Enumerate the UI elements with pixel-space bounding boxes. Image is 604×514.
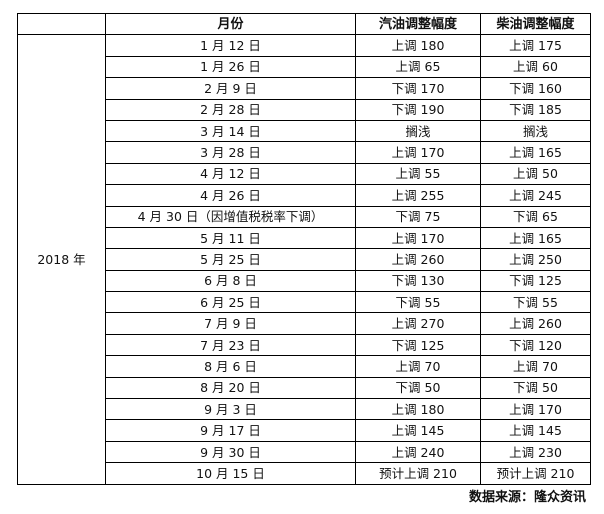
table-row: 4 月 26 日上调 255 上调 245 [18,184,591,207]
date-cell: 9 月 30 日 [105,440,356,464]
date-cell: 8 月 6 日 [105,355,356,378]
date-cell: 1 月 12 日 [105,34,356,57]
date-cell: 4 月 12 日 [105,162,356,186]
table-row: 8 月 20 日下调 50 下调 50 [18,376,591,400]
diesel-cell: 上调 165 [480,141,591,164]
date-cell: 4 月 26 日 [105,184,356,207]
header-gasoline: 汽油调整幅度 [355,12,481,36]
gasoline-cell: 上调 65 [355,55,481,79]
gasoline-cell: 上调 255 [355,184,481,207]
table-row: 6 月 25 日下调 55 下调 55 [18,291,591,314]
diesel-cell: 上调 60 [480,55,591,79]
date-cell: 6 月 8 日 [105,269,356,293]
gasoline-cell: 上调 70 [355,355,481,378]
diesel-cell: 上调 165 [480,226,591,250]
diesel-cell: 上调 170 [480,398,591,421]
table-row: 9 月 30 日上调 240 上调 230 [18,440,591,464]
table-row: 2 月 9 日下调 170 下调 160 [18,77,591,100]
diesel-cell: 上调 145 [480,419,591,442]
date-cell: 1 月 26 日 [105,55,356,79]
date-cell: 9 月 17 日 [105,419,356,442]
header-diesel: 柴油调整幅度 [480,12,591,36]
date-cell: 10 月 15 日 [105,462,356,485]
gasoline-cell: 下调 125 [355,333,481,357]
gasoline-cell: 下调 190 [355,98,481,121]
diesel-cell: 上调 70 [480,355,591,378]
diesel-cell: 上调 245 [480,184,591,207]
gasoline-cell: 预计上调 210 [355,462,481,485]
year-cell: 2018 年 [17,34,106,485]
diesel-cell: 下调 185 [480,98,591,121]
date-cell: 4 月 30 日（因增值税税率下调） [105,205,356,228]
diesel-cell: 上调 250 [480,248,591,271]
gasoline-cell: 下调 55 [355,291,481,314]
diesel-cell: 搁浅 [480,119,591,143]
header-year [17,12,106,36]
gasoline-cell: 上调 270 [355,312,481,335]
date-cell: 6 月 25 日 [105,291,356,314]
date-cell: 8 月 20 日 [105,376,356,400]
date-cell: 5 月 25 日 [105,248,356,271]
gasoline-cell: 下调 75 [355,205,481,228]
gasoline-cell: 上调 170 [355,141,481,164]
diesel-cell: 预计上调 210 [480,462,591,485]
header-month: 月份 [105,12,356,36]
diesel-cell: 下调 65 [480,205,591,228]
diesel-cell: 上调 260 [480,312,591,335]
gasoline-cell: 上调 180 [355,34,481,57]
data-source: 数据来源：隆众资讯 [468,490,586,505]
diesel-cell: 上调 175 [480,34,591,57]
date-cell: 2 月 9 日 [105,77,356,100]
date-cell: 3 月 28 日 [105,141,356,164]
table-row: 3 月 14 日搁浅 搁浅 [18,119,591,143]
date-cell: 5 月 11 日 [105,226,356,250]
table-row: 5 月 11 日上调 170 上调 165 [18,226,591,250]
diesel-cell: 下调 55 [480,291,591,314]
gasoline-cell: 下调 130 [355,269,481,293]
gasoline-cell: 上调 170 [355,226,481,250]
gasoline-cell: 下调 50 [355,376,481,400]
table-row: 4 月 12 日上调 55 上调 50 [18,162,591,186]
table-row: 8 月 6 日上调 70 上调 70 [18,355,591,378]
gasoline-cell: 上调 240 [355,440,481,464]
gasoline-cell: 上调 180 [355,398,481,421]
table-row: 7 月 9 日上调 270 上调 260 [18,312,591,335]
table-row: 9 月 17 日上调 145 上调 145 [18,419,591,442]
date-cell: 9 月 3 日 [105,398,356,421]
gasoline-cell: 下调 170 [355,77,481,100]
diesel-cell: 下调 125 [480,269,591,293]
date-cell: 7 月 9 日 [105,312,356,335]
gasoline-cell: 上调 145 [355,419,481,442]
date-cell: 3 月 14 日 [105,119,356,143]
gasoline-cell: 上调 55 [355,162,481,186]
table-row: 4 月 30 日（因增值税税率下调） 下调 75 下调 65 [18,205,591,228]
diesel-cell: 上调 50 [480,162,591,186]
diesel-cell: 下调 50 [480,376,591,400]
date-cell: 2 月 28 日 [105,98,356,121]
gasoline-cell: 上调 260 [355,248,481,271]
date-cell: 7 月 23 日 [105,333,356,357]
diesel-cell: 下调 160 [480,77,591,100]
table-row: 10 月 15 日预计上调 210 预计上调 210 [18,462,591,485]
table-row: 3 月 28 日上调 170 上调 165 [18,141,591,164]
diesel-cell: 上调 230 [480,440,591,464]
gasoline-cell: 搁浅 [355,119,481,143]
diesel-cell: 下调 120 [480,333,591,357]
header-row: 月份 汽油调整幅度 柴油调整幅度 [17,12,591,36]
